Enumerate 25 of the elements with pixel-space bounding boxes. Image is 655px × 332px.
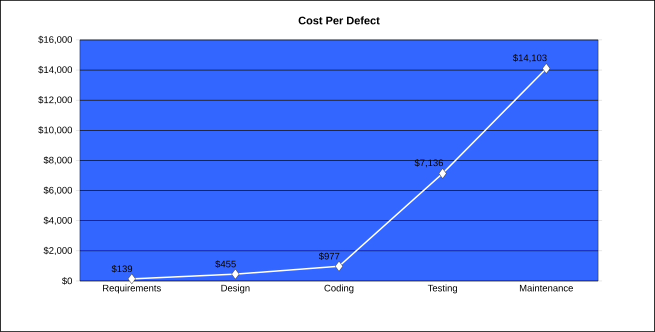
data-label: $139	[112, 265, 132, 273]
x-tick-label: Maintenance	[520, 284, 573, 292]
data-label: $14,103	[512, 54, 547, 62]
x-tick-label: Coding	[324, 284, 354, 294]
x-tick-label: Testing	[428, 284, 458, 294]
y-tick-label: $14,000	[38, 66, 72, 74]
y-tick-label: $0	[62, 277, 72, 285]
data-label: $455	[215, 260, 236, 268]
y-tick-label: $10,000	[38, 126, 72, 134]
data-label: $7,136	[414, 159, 444, 168]
y-tick-label: $12,000	[38, 96, 72, 104]
point	[335, 261, 344, 272]
y-tick-label: $6,000	[44, 186, 72, 195]
x-tick-label: Requirements	[103, 284, 161, 294]
point	[231, 268, 240, 280]
y-tick-label: $8,000	[44, 156, 72, 165]
y-tick-label: $16,000	[38, 36, 72, 44]
chart-title: Cost Per Defect	[298, 16, 380, 24]
point	[438, 168, 447, 179]
data-label: $977	[318, 252, 340, 260]
y-tick-label: $2,000	[44, 246, 72, 256]
x-tick-label: Design	[221, 284, 250, 294]
point	[542, 63, 550, 74]
point	[128, 274, 136, 284]
y-tick-label: $4,000	[44, 216, 72, 225]
